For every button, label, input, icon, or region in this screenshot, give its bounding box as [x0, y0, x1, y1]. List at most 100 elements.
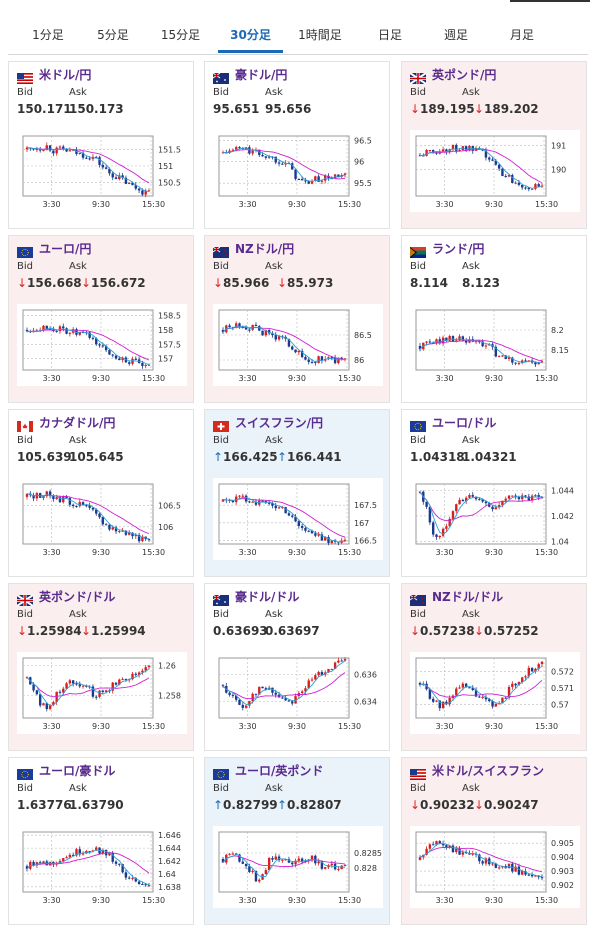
- candle-body: [98, 513, 101, 518]
- x-tick-label: 3:30: [239, 548, 257, 557]
- candlestick-chart[interactable]: 1.26 1.258 3:30 9:30 15:30: [17, 652, 187, 734]
- candle-body: [291, 346, 294, 350]
- candlestick-chart[interactable]: 106.5 106 3:30 9:30 15:30: [17, 478, 187, 560]
- rate-card[interactable]: NZドル/ドル Bid Ask ↓0.57238 ↓0.57252 0.572 0.571 0…: [401, 583, 587, 751]
- x-tick-label: 15:30: [338, 374, 361, 383]
- rate-card[interactable]: ユーロ/豪ドル Bid Ask 1.63776 1.63790 1.646 1.644 1.6…: [8, 757, 194, 925]
- pair-name[interactable]: ユーロ/円: [39, 242, 92, 256]
- candle-body: [458, 848, 461, 855]
- bid-value: 105.639: [17, 450, 72, 464]
- tab-4[interactable]: 1時間足: [298, 28, 342, 42]
- ask-value: 1.63790: [69, 798, 124, 812]
- candlestick-chart[interactable]: 0.905 0.904 0.903 0.902 3:30 9:30 15:30: [410, 826, 580, 908]
- ma-short-line: [26, 493, 150, 540]
- ask-text: 0.57252: [484, 624, 539, 638]
- candlestick-chart[interactable]: 96.5 96 95.5 3:30 9:30 15:30: [213, 130, 383, 212]
- pair-name[interactable]: 豪ドル/ドル: [235, 590, 300, 604]
- pair-name[interactable]: NZドル/ドル: [432, 590, 504, 604]
- candlestick-chart[interactable]: 158.5 158 157.5 157 3:30 9:30 15:30: [17, 304, 187, 386]
- candle-body: [333, 357, 337, 364]
- rate-card[interactable]: カナダドル/円 Bid Ask 105.639 105.645 106.5 106 3:30 9…: [8, 409, 194, 577]
- pair-name[interactable]: 米ドル/スイスフラン: [432, 764, 545, 778]
- candle-body: [310, 530, 314, 534]
- y-tick-label: 167.5: [354, 501, 377, 510]
- candle-body: [468, 687, 471, 689]
- y-tick-label: 8.15: [551, 346, 569, 355]
- pair-name[interactable]: カナダドル/円: [39, 416, 116, 430]
- rate-card[interactable]: ユーロ/円 Bid Ask ↓156.668 ↓156.672 158.5 158 157.5…: [8, 235, 194, 403]
- candle-body: [337, 869, 340, 871]
- pair-name[interactable]: 米ドル/円: [39, 68, 92, 82]
- tab-0[interactable]: 1分足: [32, 28, 64, 42]
- pair-name[interactable]: ランド/円: [432, 242, 485, 256]
- candle-body: [428, 341, 432, 343]
- x-tick-label: 15:30: [142, 896, 165, 905]
- candlestick-chart[interactable]: 1.646 1.644 1.642 1.64 1.638 3:30 9:30 15:30: [17, 826, 187, 908]
- tab-3[interactable]: 30分足: [218, 18, 283, 53]
- candle-body: [497, 164, 501, 169]
- candle-body: [494, 703, 498, 707]
- tab-7[interactable]: 月足: [509, 28, 534, 42]
- candle-body: [95, 156, 98, 158]
- candle-body: [228, 853, 231, 855]
- candlestick-chart[interactable]: 0.8285 0.828 3:30 9:30 15:30: [213, 826, 383, 908]
- tab-5[interactable]: 日足: [377, 28, 402, 42]
- candle-body: [234, 695, 238, 700]
- pair-name[interactable]: 豪ドル/円: [235, 68, 288, 82]
- rate-card[interactable]: 英ポンド/円 Bid Ask ↓189.195 ↓189.202 191 190 3:30 9:…: [401, 61, 587, 229]
- candlestick-chart[interactable]: 0.636 0.634 3:30 9:30 15:30: [213, 652, 383, 734]
- rate-card[interactable]: 豪ドル/円 Bid Ask 95.651 95.656 96.5 96 95.5 3:30 9:3…: [204, 61, 390, 229]
- rate-card[interactable]: 英ポンド/ドル Bid Ask ↓1.25984 ↓1.25994 1.26 1.258 3:…: [8, 583, 194, 751]
- candlestick-chart[interactable]: 191 190 3:30 9:30 15:30: [410, 130, 580, 212]
- au-flag-icon: [212, 591, 229, 606]
- rate-card[interactable]: ランド/円 Bid Ask 8.114 8.123 8.2 8.15 3:30 9:30 15:3…: [401, 235, 587, 403]
- candle-body: [261, 154, 264, 157]
- candle-body: [137, 672, 141, 675]
- candlestick-chart[interactable]: 167.5 167 166.5 3:30 9:30 15:30: [213, 478, 383, 560]
- bid-label: Bid: [213, 261, 229, 272]
- tab-1[interactable]: 5分足: [97, 28, 129, 42]
- rate-card[interactable]: NZドル/円 Bid Ask ↓85.966 ↓85.973 86.5 86 3:30 9:30…: [204, 235, 390, 403]
- y-tick-label: 150.5: [158, 179, 181, 188]
- pair-name[interactable]: 英ポンド/ドル: [39, 590, 116, 604]
- x-tick-label: 3:30: [436, 200, 454, 209]
- candle-body: [75, 506, 78, 508]
- pair-name[interactable]: NZドル/円: [235, 242, 295, 256]
- y-tick-label: 86: [354, 356, 364, 365]
- rate-card[interactable]: 豪ドル/ドル Bid Ask 0.63693 0.63697 0.636 0.634 3:30…: [204, 583, 390, 751]
- rate-card[interactable]: スイスフラン/円 Bid Ask ↑166.425 ↑166.441 167.5 167 16…: [204, 409, 390, 577]
- x-tick-label: 9:30: [92, 896, 110, 905]
- rate-card[interactable]: 米ドル/スイスフラン Bid Ask ↓0.90232 ↓0.90247 0.905 0.9…: [401, 757, 587, 925]
- rate-card[interactable]: ユーロ/英ポンド Bid Ask ↑0.82799 ↑0.82807 0.8285 0.82…: [204, 757, 390, 925]
- pair-name[interactable]: 英ポンド/円: [432, 68, 497, 82]
- candle-body: [448, 518, 451, 527]
- x-tick-label: 9:30: [92, 722, 110, 731]
- ask-label: Ask: [462, 609, 480, 620]
- ask-value: ↓0.57252: [474, 624, 539, 638]
- candle-body: [314, 533, 317, 536]
- rate-card[interactable]: ユーロ/ドル Bid Ask 1.04318 1.04321 1.044 1.042 1.04…: [401, 409, 587, 577]
- candle-body: [537, 184, 540, 187]
- candlestick-chart[interactable]: 151.5 151 150.5 3:30 9:30 15:30: [17, 130, 187, 212]
- candle-body: [244, 863, 248, 867]
- candle-body: [320, 671, 324, 675]
- pair-name[interactable]: ユーロ/豪ドル: [39, 764, 116, 778]
- tab-6[interactable]: 週足: [443, 28, 468, 42]
- candle-body: [494, 863, 498, 868]
- candle-body: [104, 524, 108, 526]
- candlestick-chart[interactable]: 86.5 86 3:30 9:30 15:30: [213, 304, 383, 386]
- pair-name[interactable]: ユーロ/ドル: [432, 416, 497, 430]
- candle-body: [68, 498, 72, 505]
- pair-name[interactable]: ユーロ/英ポンド: [235, 764, 324, 778]
- candlestick-chart[interactable]: 8.2 8.15 3:30 9:30 15:30: [410, 304, 580, 386]
- candle-body: [294, 860, 297, 865]
- tab-2[interactable]: 15分足: [160, 28, 201, 42]
- rate-card[interactable]: 米ドル/円 Bid Ask 150.171 150.173 151.5 151 150.5 3:…: [8, 61, 194, 229]
- pair-name[interactable]: スイスフラン/円: [235, 416, 324, 430]
- candle-body: [111, 527, 114, 530]
- candlestick-chart[interactable]: 1.044 1.042 1.04 3:30 9:30 15:30: [410, 478, 580, 560]
- candle-body: [114, 355, 118, 359]
- candle-body: [114, 177, 118, 180]
- candlestick-chart[interactable]: 0.572 0.571 0.57 3:30 9:30 15:30: [410, 652, 580, 734]
- ask-value: 1.04321: [462, 450, 517, 464]
